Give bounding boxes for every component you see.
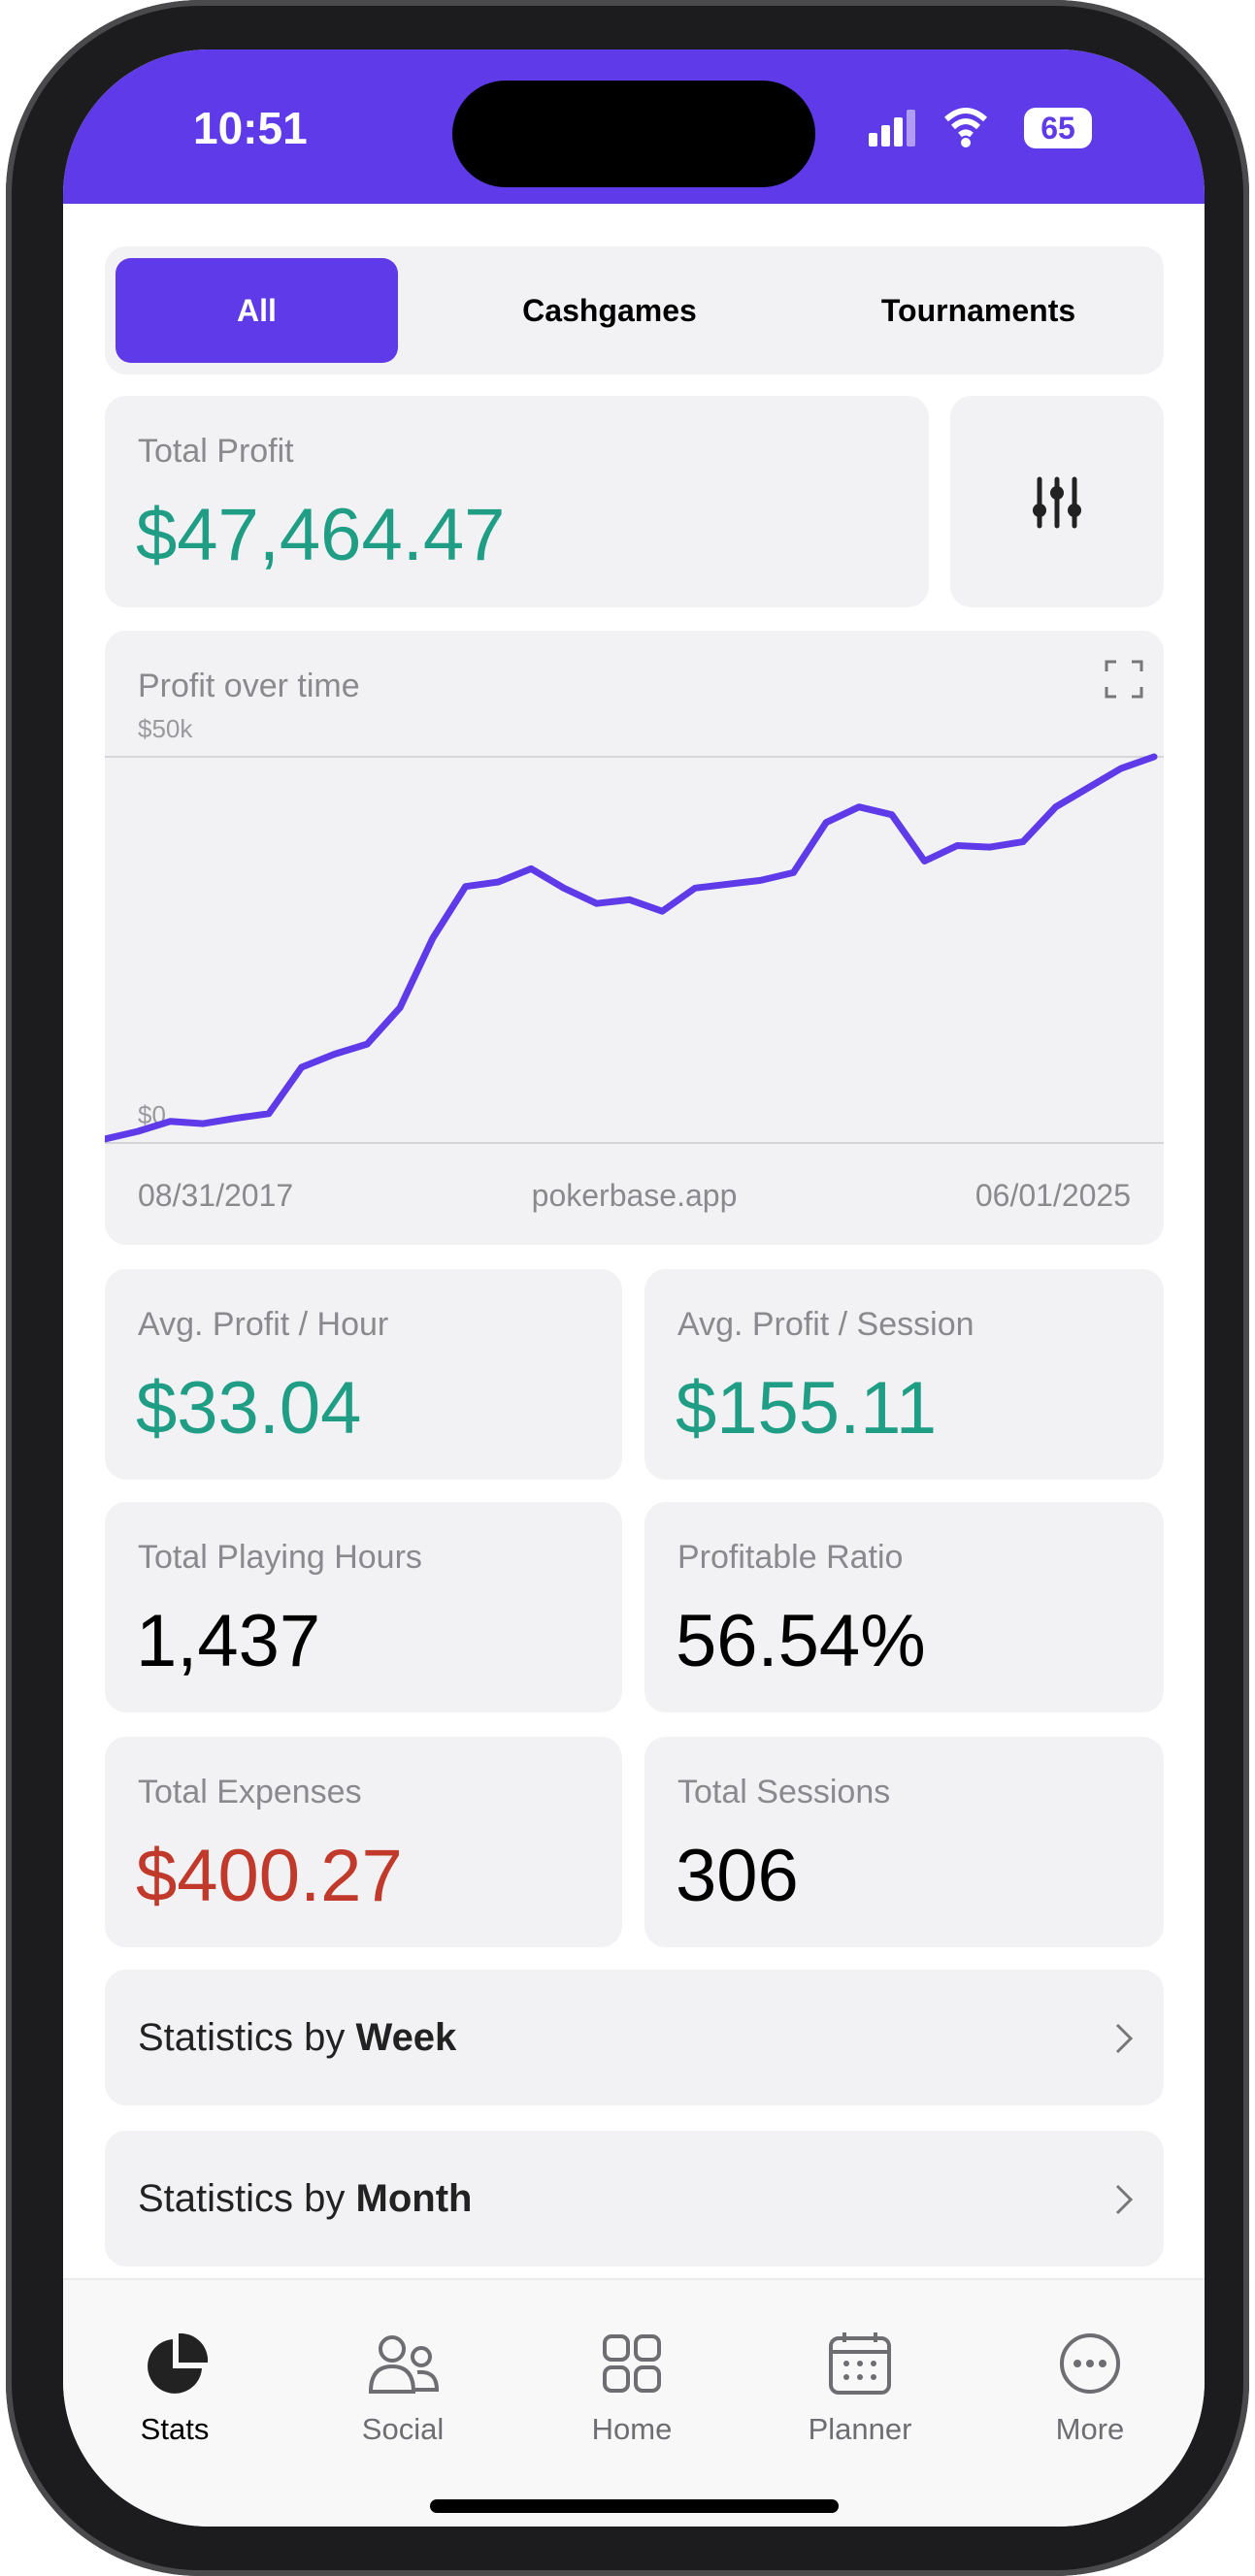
chart-card: Profit over time $0 $50k 08/31/2017 poker…: [105, 631, 1164, 1245]
stat-card: Profitable Ratio 56.54%: [644, 1502, 1164, 1712]
stat-value: $155.11: [676, 1367, 938, 1450]
segmented-control: All Cashgames Tournaments: [105, 246, 1164, 375]
nav-label[interactable]: Home: [591, 2412, 673, 2446]
profit-line: [105, 753, 1158, 1143]
nav-label[interactable]: Stats: [140, 2412, 210, 2446]
link-text: Statistics by Month: [138, 2177, 472, 2221]
dynamic-island: [452, 81, 815, 187]
status-bar: 10:51 65: [63, 49, 1205, 204]
source: pokerbase.app: [531, 1178, 738, 1213]
stat-label: Avg. Profit / Session: [677, 1306, 974, 1343]
stat-label: Profitable Ratio: [677, 1539, 904, 1576]
stat-label: Total Playing Hours: [138, 1539, 422, 1576]
link-bold: Month: [355, 2177, 473, 2220]
stat-value: $33.04: [136, 1367, 362, 1450]
card-label: Total Profit: [138, 433, 294, 470]
link-prefix: Statistics by: [138, 2177, 346, 2220]
stat-label: Total Expenses: [138, 1774, 362, 1810]
tab[interactable]: Tournaments: [880, 293, 1076, 328]
nav-label[interactable]: More: [1055, 2412, 1125, 2446]
social-icon: [369, 2335, 439, 2394]
total-profit-card: Total Profit $47,464.47: [105, 396, 929, 607]
stats-icon: [148, 2333, 208, 2394]
planner-icon: [829, 2332, 891, 2395]
tab[interactable]: All: [237, 293, 277, 328]
end-date: 06/01/2025: [974, 1178, 1131, 1213]
stat-value: 306: [676, 1835, 799, 1917]
stats-link[interactable]: Statistics by Week: [105, 1970, 1164, 2105]
time: 10:51: [193, 103, 308, 153]
chevron: [1115, 2184, 1134, 2215]
chart-title: Profit over time: [138, 668, 360, 704]
stats-link[interactable]: Statistics by Month: [105, 2131, 1164, 2266]
more-icon: [1060, 2333, 1120, 2394]
home-indicator: [430, 2499, 839, 2513]
phone-frame: 10:51 65 All Cashgames Tournaments Total…: [6, 0, 1249, 2576]
signal-wifi: [869, 108, 988, 147]
nav-label[interactable]: Social: [361, 2412, 445, 2446]
link-bold: Week: [355, 2016, 457, 2059]
card-value: $47,464.47: [136, 494, 506, 576]
stat-card: Total Playing Hours 1,437: [105, 1502, 622, 1712]
stat-value: $400.27: [136, 1835, 403, 1917]
battery: 65: [1024, 108, 1092, 148]
tab[interactable]: Cashgames: [522, 293, 697, 328]
stat-card: Total Expenses $400.27: [105, 1737, 622, 1947]
expand-icon[interactable]: [1105, 660, 1143, 699]
stat-label: Total Sessions: [677, 1774, 891, 1810]
line-chart: $0$50k: [105, 714, 1164, 1144]
stat-card: Avg. Profit / Session $155.11: [644, 1269, 1164, 1480]
screen: 10:51 65 All Cashgames Tournaments Total…: [63, 49, 1205, 2527]
link-text: Statistics by Week: [138, 2016, 456, 2060]
selected-tab-bg: [116, 258, 398, 363]
nav-label[interactable]: Planner: [808, 2412, 912, 2446]
start-date: 08/31/2017: [138, 1178, 294, 1213]
stat-label: Avg. Profit / Hour: [138, 1306, 389, 1343]
stat-card: Avg. Profit / Hour $33.04: [105, 1269, 622, 1480]
y-tick-label: $50k: [138, 714, 193, 743]
chevron: [1115, 2023, 1134, 2054]
home-icon: [603, 2334, 661, 2393]
stat-card: Total Sessions 306: [644, 1737, 1164, 1947]
tab-bar: Stats Social Home Planner More: [63, 2278, 1205, 2527]
filter-button[interactable]: [950, 396, 1164, 607]
stat-value: 56.54%: [676, 1600, 926, 1682]
link-prefix: Statistics by: [138, 2016, 346, 2059]
stat-value: 1,437: [136, 1600, 321, 1682]
filter-icon: [1033, 476, 1081, 529]
